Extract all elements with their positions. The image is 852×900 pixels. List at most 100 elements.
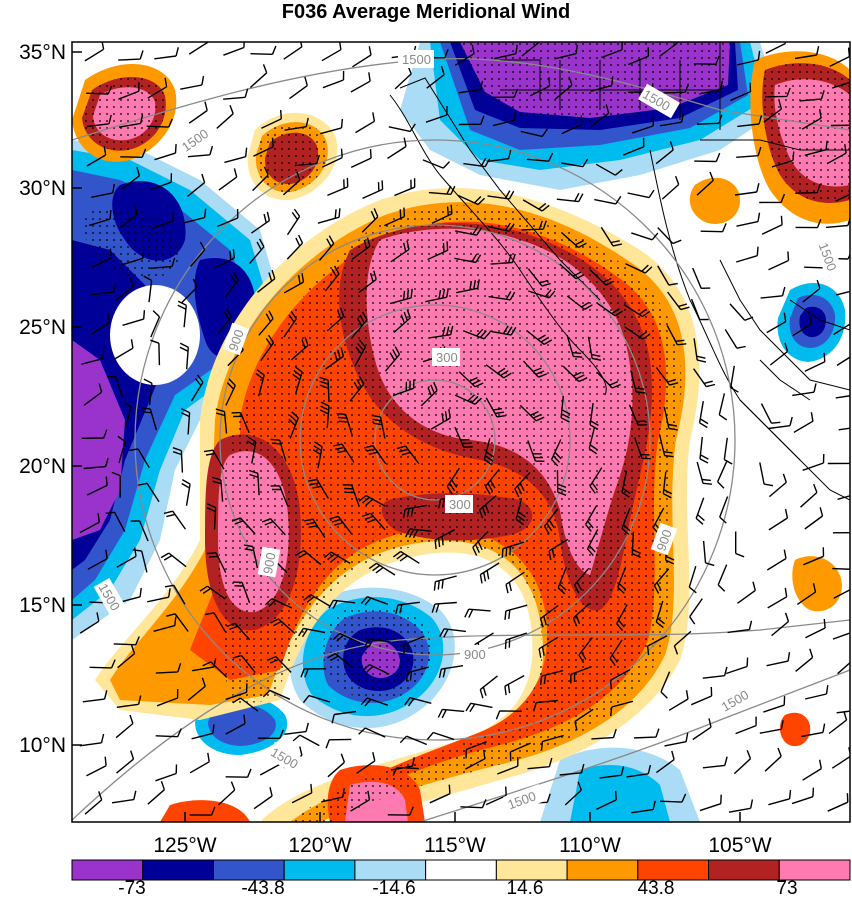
- wind-barb: [117, 644, 136, 669]
- wind-barb: [804, 140, 828, 156]
- wind-barb: [356, 752, 376, 774]
- wind-barb: [519, 404, 545, 422]
- wind-barb: [693, 55, 720, 65]
- wind-barb: [322, 70, 345, 89]
- wind-barb: [323, 551, 351, 565]
- wind-barb: [332, 632, 360, 644]
- wind-barb: [836, 710, 850, 714]
- wind-barb: [105, 511, 126, 533]
- wind-barb: [699, 794, 722, 812]
- wind-barb: [454, 253, 482, 264]
- wind-barb: [539, 669, 564, 686]
- wind-barb: [325, 347, 345, 370]
- wind-barb: [716, 461, 728, 489]
- wind-barb: [349, 375, 365, 402]
- wind-barb: [202, 661, 228, 678]
- wind-barb: [497, 757, 519, 775]
- colorbar-box: [212, 859, 285, 881]
- wind-barb: [350, 149, 372, 169]
- wind-barb: [472, 531, 489, 556]
- wind-barb: [155, 764, 178, 782]
- wind-barb: [588, 427, 599, 455]
- wind-barb: [217, 208, 239, 228]
- wind-barb: [463, 328, 491, 340]
- wind-barb: [489, 325, 517, 336]
- wind-barb: [527, 268, 551, 287]
- wind-barb: [155, 663, 182, 674]
- wind-barb: [91, 313, 111, 336]
- colorbar-label: -14.6: [372, 878, 415, 899]
- wind-barb: [249, 64, 268, 89]
- wind-barb: [595, 163, 623, 176]
- wind-barb: [626, 764, 652, 778]
- wind-barb: [181, 278, 198, 304]
- contour-label: 300: [449, 497, 471, 512]
- wind-barb: [189, 806, 216, 816]
- wind-barb: [550, 439, 562, 467]
- wind-barb: [430, 409, 451, 430]
- wind-barb: [730, 365, 739, 393]
- wind-barb: [736, 212, 761, 227]
- wind-barb: [737, 581, 756, 604]
- wind-barb: [362, 663, 390, 675]
- wind-barb: [526, 330, 553, 346]
- wind-barb: [270, 485, 289, 507]
- height-contours: [72, 57, 850, 822]
- wind-barb: [693, 338, 707, 363]
- wind-barb: [120, 148, 147, 158]
- wind-barb: [189, 752, 210, 774]
- wind-barb: [663, 406, 678, 431]
- wind-barb: [354, 339, 367, 367]
- colorbar-box: [354, 859, 427, 881]
- wind-barb: [425, 105, 448, 123]
- wind-barb: [384, 207, 406, 227]
- wind-barb: [434, 529, 455, 550]
- wind-barb: [355, 112, 376, 134]
- wind-barb: [437, 708, 465, 719]
- wind-barb: [86, 476, 108, 496]
- wind-barb: [723, 437, 733, 465]
- wind-barb: [623, 137, 645, 156]
- wind-barb: [657, 265, 678, 286]
- wind-barb: [792, 315, 812, 337]
- wind-barb: [802, 279, 821, 303]
- wind-barb: [150, 257, 176, 269]
- wind-barb: [599, 766, 625, 779]
- wind-barb: [804, 352, 826, 372]
- wind-barb: [600, 226, 623, 247]
- wind-barb: [501, 541, 525, 558]
- wind-barb: [663, 83, 690, 94]
- wind-barb: [835, 193, 850, 202]
- wind-barb: [146, 118, 173, 128]
- wind-barb: [796, 583, 817, 605]
- wind-barb: [837, 661, 850, 675]
- wind-barb: [325, 738, 352, 749]
- wind-barb: [556, 470, 567, 496]
- wind-barb: [505, 571, 525, 594]
- wind-barb: [117, 435, 126, 464]
- wind-barb: [702, 756, 728, 769]
- wind-barb: [189, 241, 206, 268]
- wind-barb: [91, 248, 113, 269]
- wind-barb: [692, 718, 712, 741]
- colorbar-label: 43.8: [638, 878, 675, 899]
- wind-barb: [759, 193, 786, 204]
- wind-barb: [179, 342, 189, 370]
- wind-barb: [522, 199, 550, 212]
- wind-barb: [759, 462, 774, 487]
- wind-barb: [596, 371, 621, 389]
- wind-barb: [735, 531, 745, 558]
- wind-barb: [180, 75, 205, 90]
- wind-barb: [694, 152, 721, 163]
- wind-barb: [837, 495, 850, 500]
- wind-barb: [768, 789, 792, 806]
- wind-barb: [358, 494, 386, 507]
- wind-barb: [631, 116, 655, 134]
- wind-barb: [392, 550, 420, 564]
- wind-barb: [760, 403, 781, 424]
- wind-barb: [111, 471, 121, 498]
- wind-barb: [702, 540, 715, 567]
- wind-barb: [431, 204, 453, 224]
- wind-barb: [248, 469, 260, 496]
